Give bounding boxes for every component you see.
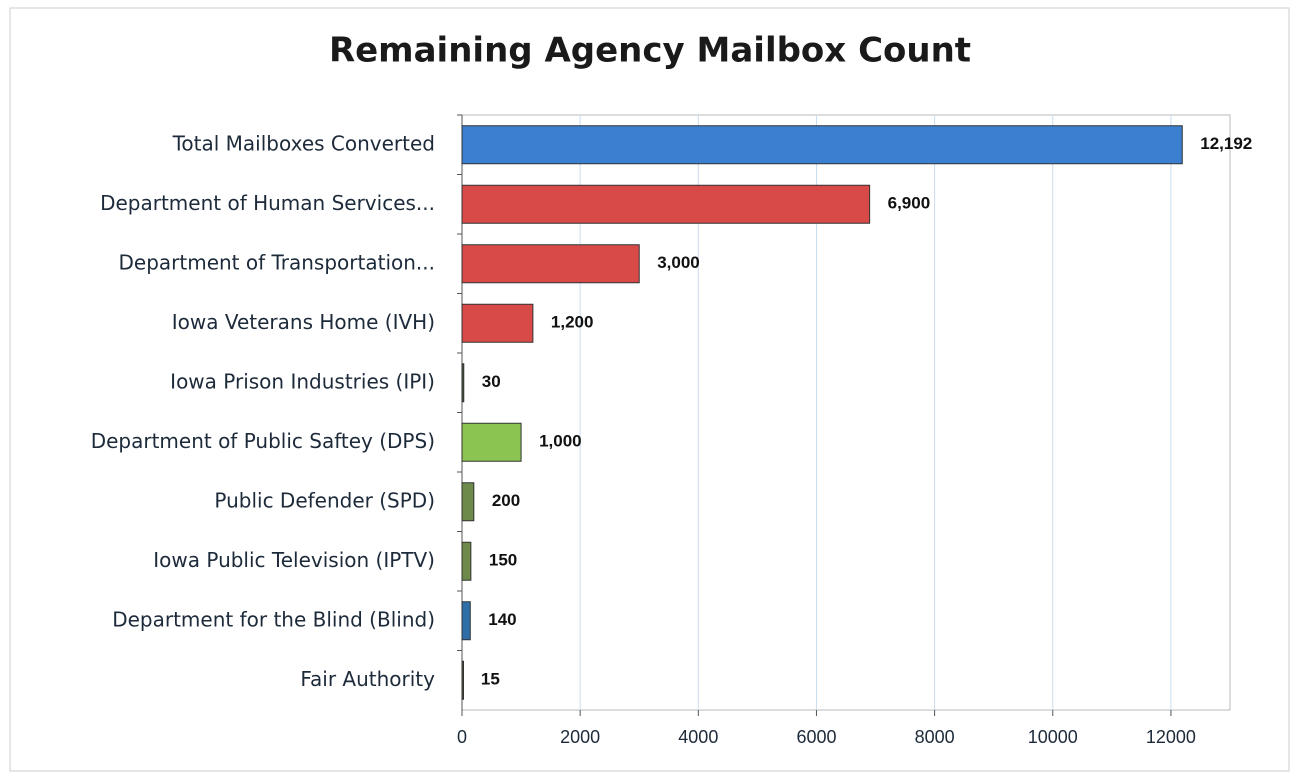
- bar: [461, 363, 465, 403]
- y-tick-label: Department of Transportation...: [118, 250, 435, 274]
- bar: [461, 244, 640, 284]
- bar: [461, 303, 534, 343]
- value-label: 150: [489, 551, 517, 570]
- bar: [461, 541, 472, 581]
- bar: [461, 125, 1183, 165]
- bar: [461, 660, 464, 700]
- y-tick-label: Iowa Public Television (IPTV): [153, 548, 435, 572]
- x-tick-label: 12000: [1146, 727, 1196, 747]
- y-tick-label: Iowa Veterans Home (IVH): [172, 310, 435, 334]
- value-label: 30: [482, 372, 501, 391]
- x-tick-label: 8000: [915, 727, 955, 747]
- y-tick-label: Department of Public Saftey (DPS): [91, 429, 435, 453]
- y-tick-label: Total Mailboxes Converted: [172, 131, 435, 155]
- value-label: 3,000: [657, 253, 700, 272]
- y-tick-label: Fair Authority: [300, 667, 435, 691]
- value-label: 1,200: [551, 313, 594, 332]
- bar: [461, 184, 871, 224]
- value-label: 1,000: [539, 432, 582, 451]
- value-label: 6,900: [888, 194, 931, 213]
- y-tick-label: Iowa Prison Industries (IPI): [170, 369, 435, 393]
- bar: [461, 601, 471, 641]
- bar: [461, 422, 522, 462]
- x-tick-label: 10000: [1028, 727, 1078, 747]
- x-tick-label: 0: [457, 727, 467, 747]
- y-tick-label: Public Defender (SPD): [214, 488, 435, 512]
- value-label: 140: [488, 610, 516, 629]
- value-label: 15: [481, 670, 500, 689]
- x-tick-label: 2000: [560, 727, 600, 747]
- y-tick-label: Department for the Blind (Blind): [112, 607, 435, 631]
- bar: [461, 482, 475, 522]
- x-tick-label: 6000: [796, 727, 836, 747]
- chart-title: Remaining Agency Mailbox Count: [329, 31, 971, 71]
- x-tick-label: 4000: [678, 727, 718, 747]
- y-tick-label: Department of Human Services...: [100, 191, 435, 215]
- value-label: 12,192: [1200, 134, 1252, 153]
- value-label: 200: [492, 491, 520, 510]
